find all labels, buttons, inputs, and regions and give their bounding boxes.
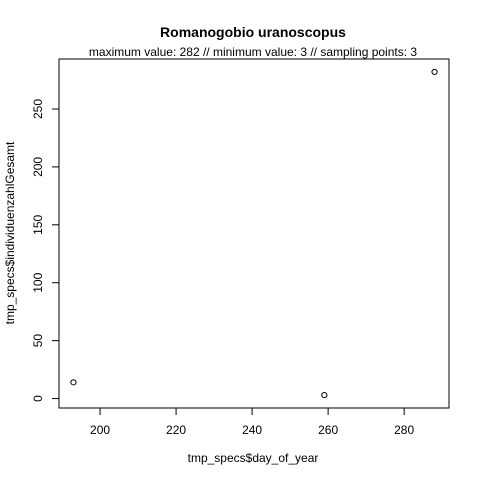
data-points	[70, 68, 438, 399]
y-axis: 0 50 100 150 200 250	[31, 99, 60, 402]
x-tick-label: 220	[166, 423, 186, 437]
plot-frame	[58, 58, 450, 409]
y-tick-label: 150	[31, 214, 45, 234]
x-tick-label: 200	[90, 423, 110, 437]
data-point	[321, 391, 328, 399]
x-axis: 200 220 240 260 280	[90, 407, 414, 437]
data-point	[70, 379, 77, 386]
y-tick-label: 0	[31, 395, 45, 402]
y-tick-label: 50	[31, 334, 45, 348]
x-tick-label: 260	[318, 423, 338, 437]
y-axis-label: tmp_specs$individuenzahlGesamt	[3, 141, 17, 324]
chart-subtitle: maximum value: 282 // minimum value: 3 /…	[89, 45, 417, 59]
data-point	[431, 68, 438, 76]
x-axis-label: tmp_specs$day_of_year	[188, 451, 319, 465]
y-tick-label: 200	[31, 157, 45, 177]
y-tick-label: 250	[31, 99, 45, 119]
chart-title: Romanogobio uranoscopus	[160, 24, 346, 40]
y-tick-label: 100	[31, 272, 45, 292]
x-tick-label: 280	[394, 423, 414, 437]
x-tick-label: 240	[242, 423, 262, 437]
